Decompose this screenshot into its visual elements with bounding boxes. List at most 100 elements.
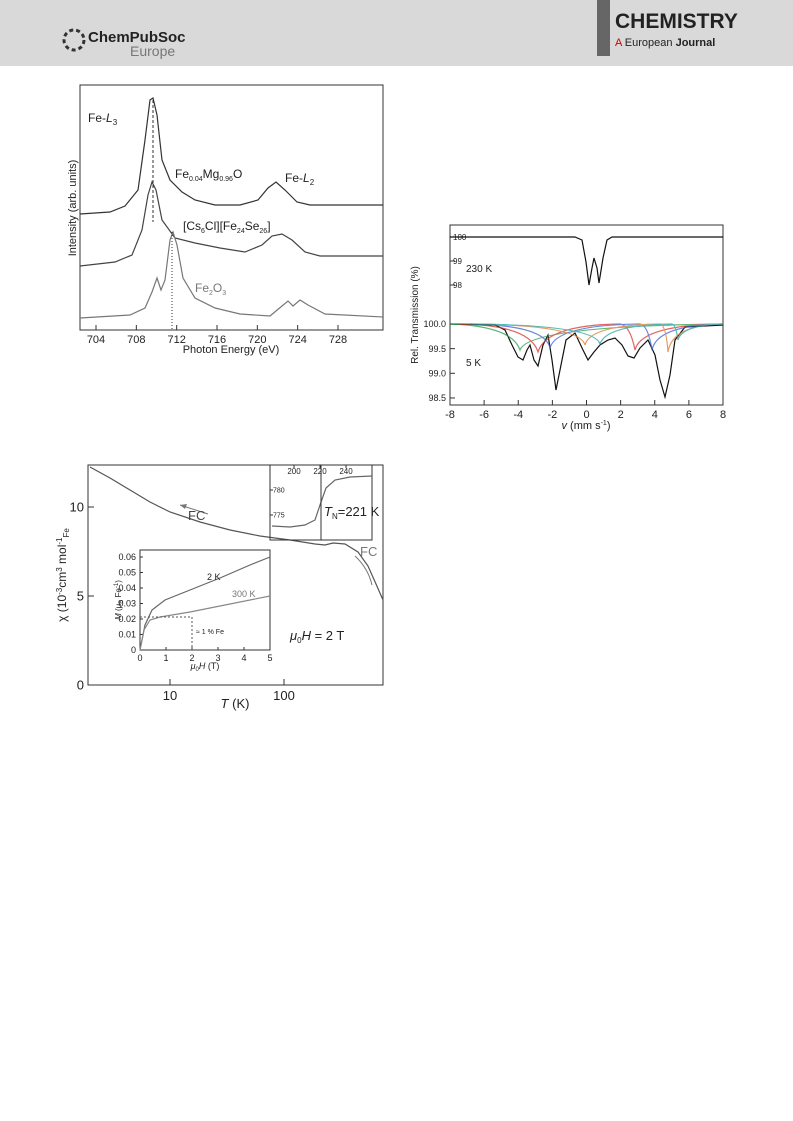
- y-tick-label: 0: [77, 678, 84, 693]
- x-label: v (mm s-1): [561, 420, 610, 432]
- t: (mm s: [567, 420, 601, 432]
- curve-cluster: [79, 180, 383, 267]
- curve-2k: [139, 556, 271, 651]
- t: Fe: [175, 167, 189, 181]
- header-band: [0, 0, 793, 66]
- x-tick-label: 728: [329, 334, 347, 346]
- journal-bar: [597, 0, 610, 56]
- sub-red: [459, 323, 724, 355]
- x-tick-label: 724: [288, 334, 306, 346]
- t: H: [199, 661, 206, 671]
- y-tick-label: 0.01: [118, 630, 136, 640]
- label-300k: 300 K: [232, 589, 256, 599]
- t: -1: [601, 420, 607, 427]
- x-tick-label: 712: [167, 334, 185, 346]
- t: Fe-: [285, 171, 303, 185]
- y-tick-label: 0: [131, 645, 136, 655]
- t: B: [119, 600, 125, 604]
- x-tick-label: 0: [583, 409, 589, 421]
- curve-chi: [89, 466, 384, 601]
- t: =221 K: [338, 504, 380, 519]
- t: Mg: [203, 167, 220, 181]
- inset-m-frame: [139, 549, 271, 651]
- x-tick-label: 220: [313, 467, 327, 476]
- t: μ: [289, 628, 297, 643]
- t: 3: [113, 118, 118, 127]
- y-tick-label: 99: [453, 257, 462, 266]
- label-cluster: [Cs6Cl][Fe24Se26]: [183, 219, 271, 235]
- label-2k: 2 K: [207, 572, 221, 582]
- t: μ: [190, 661, 196, 671]
- t: 3: [55, 567, 64, 572]
- x-tick-label: 2: [189, 653, 194, 663]
- x-tick-label: 1: [163, 653, 168, 663]
- journal-sub: A European Journal: [615, 37, 715, 49]
- y-tick-label: 0.04: [118, 583, 136, 593]
- t: (μ: [114, 603, 123, 613]
- label-fe: ≈ 1 % Fe: [196, 629, 224, 636]
- t: N: [332, 512, 338, 521]
- t: mol: [55, 545, 69, 568]
- label-230k: 230 K: [466, 264, 492, 275]
- y-tick-label: 0.02: [118, 614, 136, 624]
- t: 2: [209, 290, 213, 297]
- t: Fe: [114, 588, 123, 600]
- t: O: [233, 167, 242, 181]
- y-tick-label: 99.5: [428, 344, 446, 354]
- t: Cl][Fe: [205, 219, 237, 233]
- curve-inset-t: [271, 475, 373, 528]
- curve-230k: [450, 236, 723, 286]
- t: v: [561, 420, 568, 432]
- t: 0.96: [219, 176, 233, 183]
- x-tick-label: 4: [241, 653, 246, 663]
- publisher-sub: Europe: [130, 43, 175, 59]
- y-tick-label: 100.0: [423, 319, 446, 329]
- inset-x-label: μ0H (T): [190, 661, 220, 673]
- t: 0: [297, 636, 302, 645]
- y-tick-label: 0.06: [118, 552, 136, 562]
- t: (K): [229, 696, 250, 711]
- label-fc-low: FC: [188, 508, 205, 523]
- x-tick-label: 4: [652, 409, 658, 421]
- y-tick-label: 10: [70, 500, 84, 515]
- t: Fe: [195, 281, 209, 295]
- x-tick-label: 8: [720, 409, 726, 421]
- curve-mgo: [79, 97, 383, 215]
- curve-fe2o3: [79, 230, 384, 319]
- label-fe2o3: Fe2O3: [195, 281, 226, 297]
- arrow-head: [180, 504, 187, 509]
- subspectra: [449, 323, 724, 355]
- y-tick-label: 98: [453, 281, 462, 290]
- y-tick-label: 99.0: [428, 368, 446, 378]
- x-tick-label: -4: [513, 409, 523, 421]
- x-tick-label: 100: [273, 688, 295, 703]
- y-tick-label: 775: [273, 512, 285, 519]
- x-tick-label: 200: [287, 467, 301, 476]
- xas-frame: [79, 84, 384, 331]
- x-tick-label: 240: [339, 467, 353, 476]
- t: Fe-: [88, 111, 106, 125]
- x-tick-label: 5: [267, 653, 272, 663]
- x-tick-label: -6: [479, 409, 489, 421]
- t: 2: [310, 178, 315, 187]
- label-fc-high: FC: [360, 544, 377, 559]
- t: H: [302, 628, 312, 643]
- t: L: [303, 171, 310, 185]
- t: ): [607, 420, 611, 432]
- t: χ (10: [55, 595, 69, 622]
- journal: CHEMISTRY: [615, 10, 738, 33]
- chi-frame: [87, 464, 384, 686]
- y-label: Intensity (arb. units): [67, 160, 79, 257]
- y-tick-label: 5: [77, 589, 84, 604]
- t: Fe: [62, 528, 71, 538]
- journal-sub-c: Journal: [676, 37, 716, 49]
- x-tick-label: 716: [208, 334, 226, 346]
- t: 0.04: [189, 176, 203, 183]
- sub-orange: [469, 323, 724, 353]
- t: 0: [196, 667, 200, 673]
- x-tick-label: 6: [686, 409, 692, 421]
- x-tick-label: 708: [127, 334, 145, 346]
- t: T: [221, 696, 230, 711]
- moss-frame: [449, 224, 724, 406]
- y-label: Rel. Transmission (%): [410, 266, 421, 364]
